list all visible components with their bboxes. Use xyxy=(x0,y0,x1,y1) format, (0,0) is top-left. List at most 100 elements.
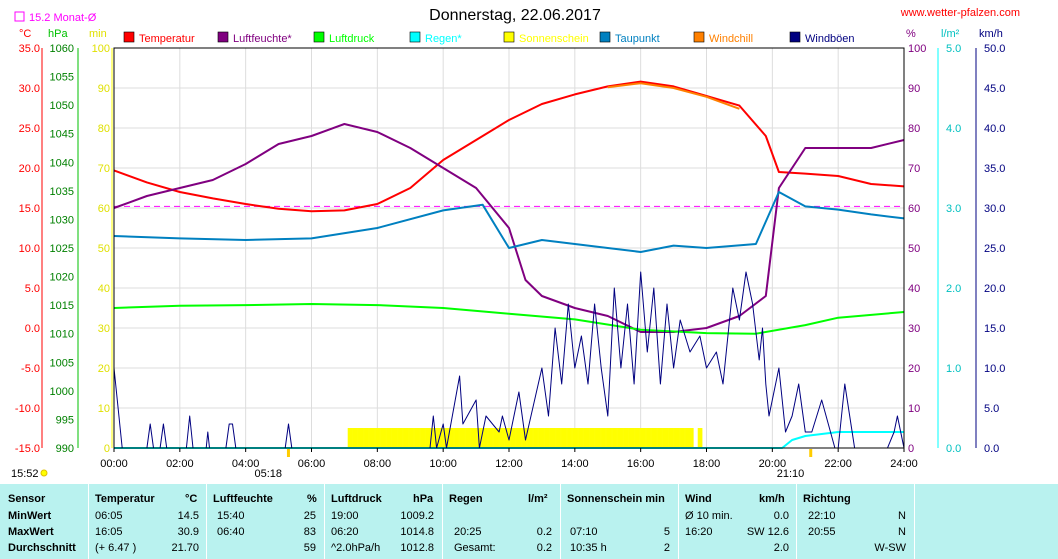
sunshine-bar xyxy=(400,428,402,448)
sunshine-bar xyxy=(460,428,463,448)
y-tick-humidity: 90 xyxy=(908,83,920,95)
table-cell: 06:20 xyxy=(331,526,359,538)
sunshine-bar xyxy=(394,428,397,448)
sunshine-bar xyxy=(510,428,512,448)
table-cell: 59 xyxy=(303,542,316,554)
sunshine-bar xyxy=(488,428,490,448)
sunshine-bar xyxy=(499,428,501,448)
sunshine-bar xyxy=(372,428,375,448)
sunshine-bar xyxy=(397,428,399,448)
x-tick-label: 04:00 xyxy=(232,458,260,470)
sunshine-bar xyxy=(539,428,542,448)
sunshine-bar xyxy=(636,428,638,448)
sunshine-bar xyxy=(423,428,425,448)
y-tick-pressure: 1050 xyxy=(50,100,74,112)
sunshine-bar xyxy=(618,428,621,448)
sunshine-bar xyxy=(493,428,496,448)
axes: 35.0 30.0 25.0 20.0 15.0 10.0 5.0 0.0 -5.0 -10.0 -… xyxy=(15,43,1006,470)
sunshine-bar xyxy=(519,428,522,448)
sunshine-bar xyxy=(626,428,628,448)
sunshine-bar xyxy=(667,428,669,448)
sunshine-bar xyxy=(442,428,444,448)
hdr-wind: Wind xyxy=(685,493,712,505)
y-tick-pressure: 1055 xyxy=(50,72,74,84)
sunshine-bar xyxy=(424,428,426,448)
table-cell: MaxWert xyxy=(8,526,54,538)
legend-swatch xyxy=(789,31,801,43)
y-tick-pressure: 1000 xyxy=(50,386,74,398)
y-tick-wind: 35.0 xyxy=(984,163,1005,175)
sunshine-bar xyxy=(668,428,670,448)
sunshine-bar xyxy=(579,428,581,448)
sunshine-bar xyxy=(629,428,632,448)
table-cell: 19:00 xyxy=(331,510,359,522)
sunshine-bar xyxy=(533,428,535,448)
sunshine-bar xyxy=(367,428,369,448)
y-tick-rain: 5.0 xyxy=(946,43,961,55)
left-sun-icon xyxy=(40,469,48,477)
sunshine-bar xyxy=(450,428,453,448)
sunshine-bar xyxy=(590,428,592,448)
sunshine-bar xyxy=(420,428,422,448)
table-cell: 1014.8 xyxy=(400,526,434,538)
y-tick-wind: 50.0 xyxy=(984,43,1005,55)
y-tick-sun: 30 xyxy=(98,323,110,335)
sunshine-bar xyxy=(385,428,387,448)
table-cell: 15:40 xyxy=(217,510,245,522)
sunshine-bar xyxy=(643,428,646,448)
sunshine-bar xyxy=(498,428,500,448)
y-tick-pressure: 1040 xyxy=(50,157,74,169)
sunshine-bar xyxy=(605,428,607,448)
sunshine-bar xyxy=(624,428,626,448)
table-cell: 83 xyxy=(303,526,316,538)
sunshine-bar xyxy=(691,428,693,448)
sunshine-bar xyxy=(466,428,468,448)
y-tick-humidity: 80 xyxy=(908,123,920,135)
weather-chart: 35.0 30.0 25.0 20.0 15.0 10.0 5.0 0.0 -5.0 -10.0 -… xyxy=(11,7,1020,480)
table-cell: Gesamt: xyxy=(454,542,496,554)
sunshine-bar xyxy=(512,428,514,448)
table-cell: 2 xyxy=(663,542,670,554)
sunshine-bar xyxy=(613,428,615,448)
series-line-luftfeuchte xyxy=(113,123,905,333)
sunshine-bar xyxy=(433,428,435,448)
sunshine-bar xyxy=(569,428,571,448)
sunshine-bar xyxy=(527,428,530,448)
sunshine-bar xyxy=(503,428,505,448)
legend-label: Windchill xyxy=(709,33,753,45)
sunshine-bar xyxy=(545,428,547,448)
table-cell: Ø 10 min. xyxy=(685,510,733,522)
sunshine-bar xyxy=(395,428,398,448)
sunshine-bar xyxy=(375,428,377,448)
stats-table: Sensor Temperatur °C Luftfeuchte % Luftd… xyxy=(0,484,1058,559)
y-tick-sun: 20 xyxy=(98,363,110,375)
site-url[interactable]: www.wetter-pfalzen.com xyxy=(900,7,1020,19)
sunshine-bar xyxy=(358,428,361,448)
y-tick-wind: 0.0 xyxy=(984,443,999,455)
sunshine-bar xyxy=(496,428,499,448)
y-tick-temp: 10.0 xyxy=(19,243,40,255)
sunshine-bar xyxy=(612,428,614,448)
sunshine-bar xyxy=(401,428,403,448)
sunshine-bar xyxy=(697,428,700,448)
sunshine-bar xyxy=(455,428,457,448)
sunshine-bar xyxy=(446,428,448,448)
sunshine-bar xyxy=(366,428,368,448)
sunshine-bar xyxy=(658,428,660,448)
sunshine-bar xyxy=(403,428,406,448)
sunshine-bar xyxy=(518,428,521,448)
sunshine-bar xyxy=(374,428,376,448)
sunshine-bar xyxy=(506,428,509,448)
table-cell: 0.0 xyxy=(773,510,789,522)
y-tick-temp: 5.0 xyxy=(25,283,40,295)
sunshine-bar xyxy=(355,428,357,448)
sunshine-bar xyxy=(688,428,691,448)
sunshine-bar xyxy=(371,428,374,448)
sunshine-bar xyxy=(556,428,558,448)
y-tick-wind: 5.0 xyxy=(984,403,999,415)
sunshine-bar xyxy=(609,428,612,448)
unit-temp: °C xyxy=(19,28,31,40)
sunshine-bar xyxy=(453,428,455,448)
sunshine-bar xyxy=(657,428,659,448)
sunshine-bar xyxy=(435,428,437,448)
